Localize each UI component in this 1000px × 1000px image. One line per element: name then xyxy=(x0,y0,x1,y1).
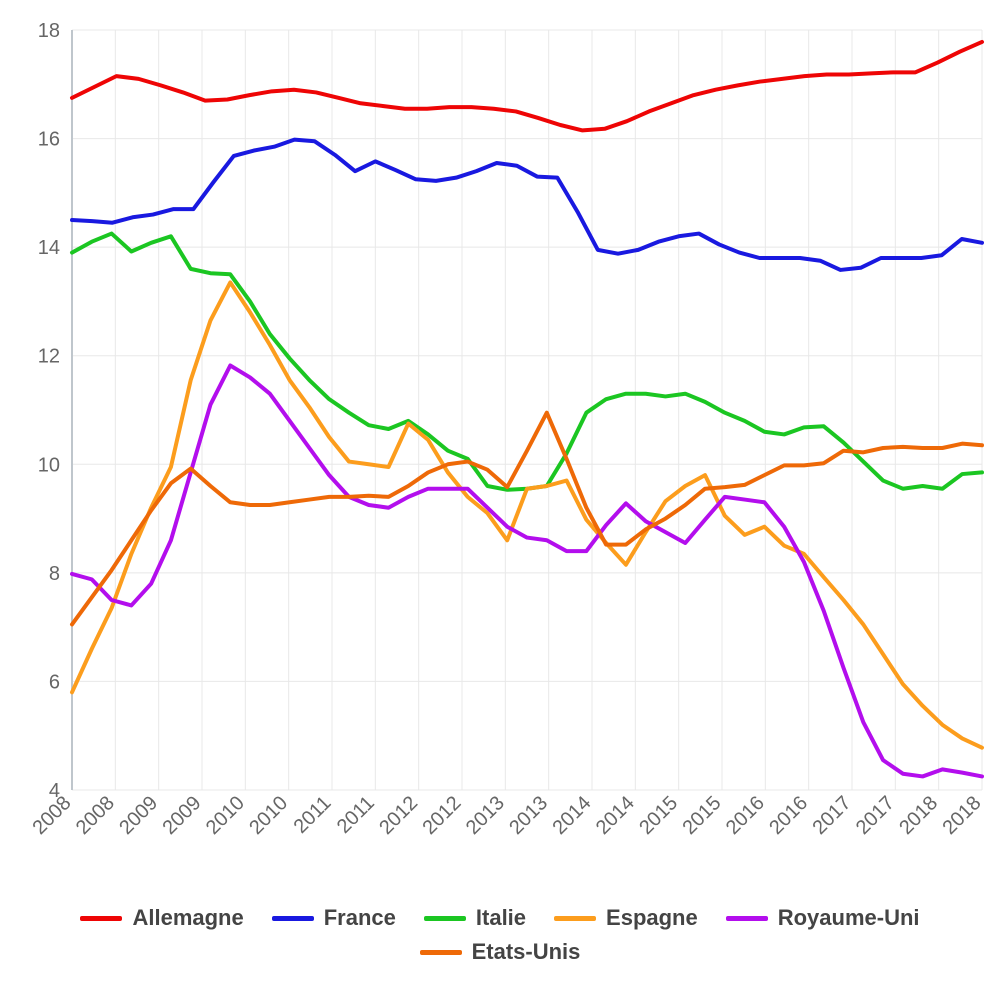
legend-item: Etats-Unis xyxy=(420,939,581,965)
legend-swatch xyxy=(272,916,314,921)
chart-svg: 4681012141618200820082009200920102010201… xyxy=(0,0,1000,1000)
legend-item: Royaume-Uni xyxy=(726,905,920,931)
line-chart: 4681012141618200820082009200920102010201… xyxy=(0,0,1000,1000)
legend-swatch xyxy=(554,916,596,921)
legend-label: France xyxy=(324,905,396,931)
legend-swatch xyxy=(420,950,462,955)
y-tick-label: 18 xyxy=(38,20,60,42)
chart-legend: Allemagne France Italie Espagne Royaume-Uni E… xyxy=(70,905,930,965)
legend-label: Italie xyxy=(476,905,526,931)
legend-item: France xyxy=(272,905,396,931)
y-tick-label: 6 xyxy=(49,671,60,693)
y-tick-label: 8 xyxy=(49,563,60,585)
y-tick-label: 12 xyxy=(38,346,60,368)
legend-item: Allemagne xyxy=(80,905,243,931)
legend-item: Italie xyxy=(424,905,526,931)
y-tick-label: 16 xyxy=(38,129,60,151)
legend-label: Royaume-Uni xyxy=(778,905,920,931)
legend-label: Etats-Unis xyxy=(472,939,581,965)
legend-label: Espagne xyxy=(606,905,698,931)
legend-swatch xyxy=(80,916,122,921)
legend-swatch xyxy=(726,916,768,921)
y-tick-label: 10 xyxy=(38,454,60,476)
legend-label: Allemagne xyxy=(132,905,243,931)
legend-swatch xyxy=(424,916,466,921)
legend-item: Espagne xyxy=(554,905,698,931)
y-tick-label: 14 xyxy=(38,237,60,259)
